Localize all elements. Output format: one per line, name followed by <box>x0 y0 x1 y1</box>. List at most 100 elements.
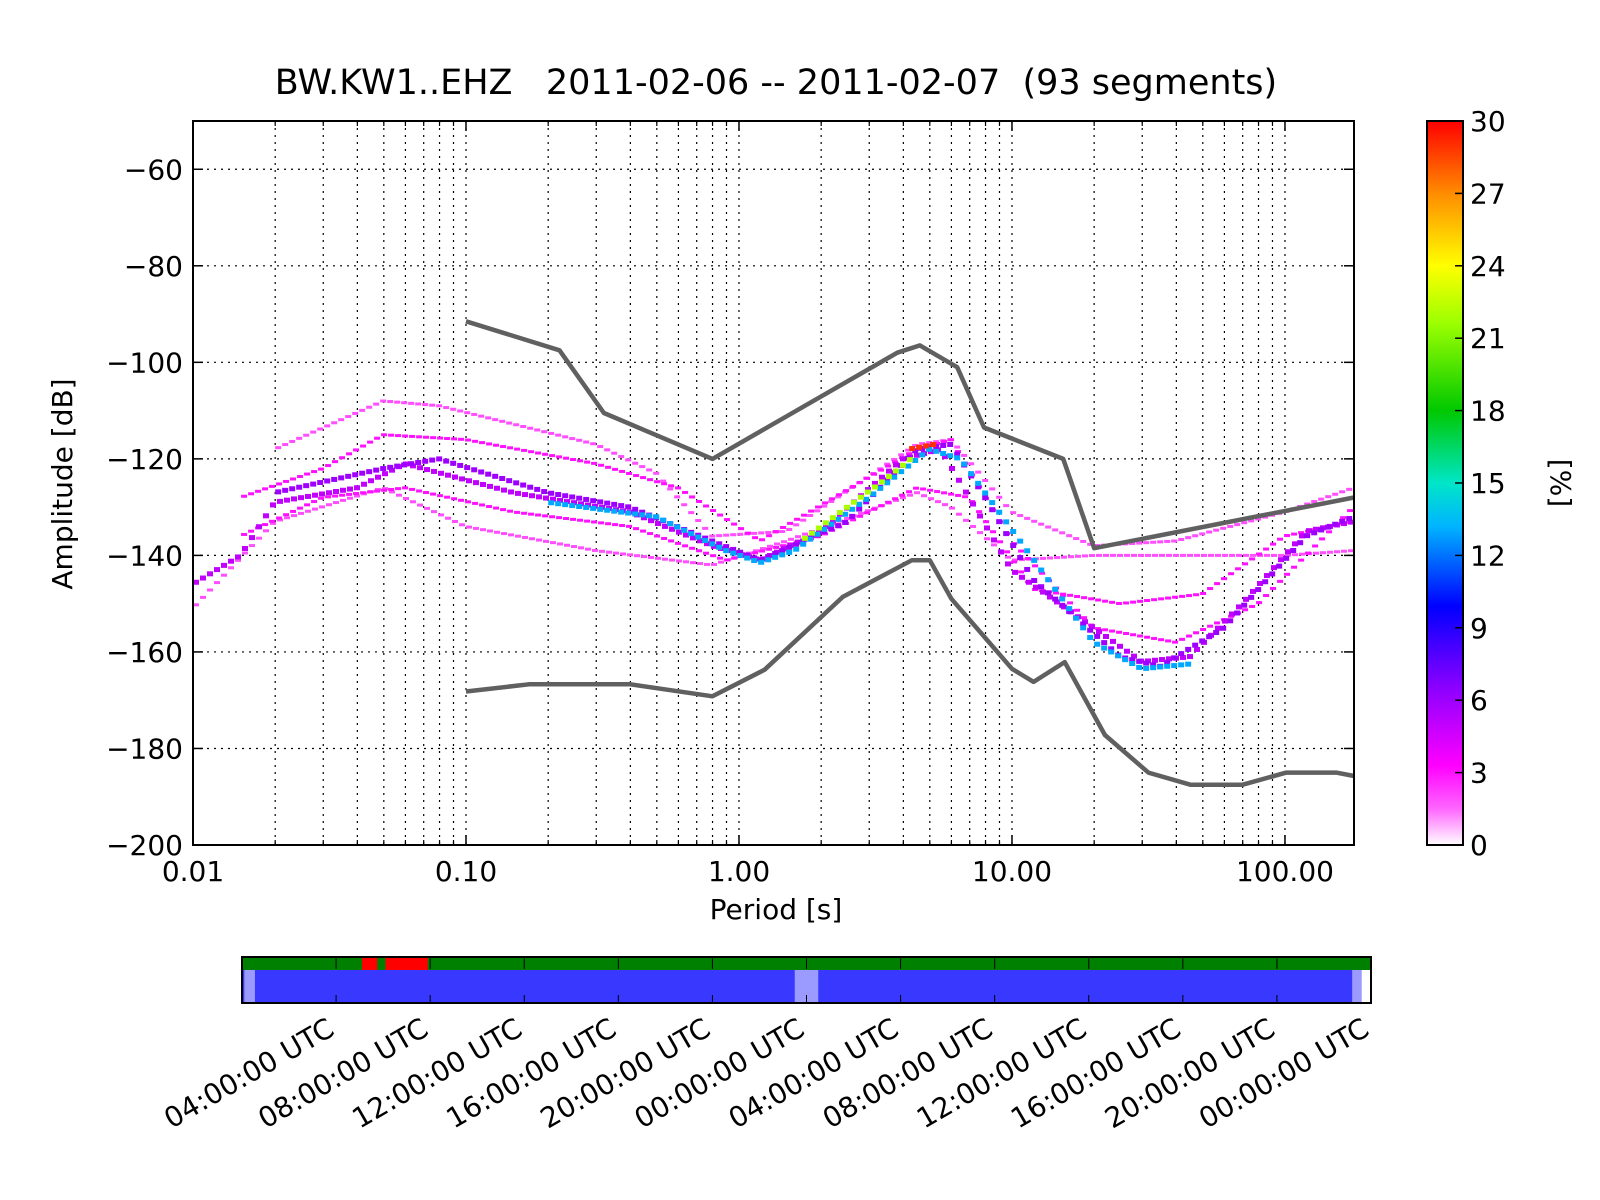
density-cell <box>1116 630 1123 634</box>
x-tick-label: 0.10 <box>435 855 497 888</box>
density-cell <box>1298 531 1305 535</box>
density-cell <box>1024 548 1031 554</box>
density-cell <box>1103 633 1109 639</box>
density-cell <box>507 509 514 513</box>
density-cell <box>662 557 668 561</box>
density-cell <box>457 462 464 468</box>
density-cell <box>417 503 423 507</box>
density-cell <box>619 523 626 527</box>
density-cell <box>339 456 346 460</box>
density-cell <box>438 513 444 517</box>
density-cell <box>863 499 870 505</box>
density-cell <box>1171 663 1178 669</box>
density-cell <box>548 431 555 435</box>
density-cell <box>716 534 723 538</box>
density-cell <box>961 453 968 457</box>
density-cell <box>850 485 857 489</box>
density-cell <box>935 500 941 504</box>
density-cell <box>401 401 408 405</box>
density-cell <box>975 470 982 474</box>
density-cell <box>255 489 262 493</box>
density-cell <box>877 485 884 491</box>
density-cell <box>668 539 675 543</box>
density-cell <box>753 549 759 553</box>
density-cell <box>1241 602 1248 608</box>
density-cell <box>667 521 674 527</box>
density-histogram <box>193 399 1354 671</box>
density-cell <box>1348 549 1354 553</box>
density-cell <box>885 474 892 480</box>
density-cell <box>800 541 807 547</box>
density-cell <box>408 401 415 405</box>
density-cell <box>493 506 500 510</box>
density-cell <box>487 529 493 533</box>
density-cell <box>590 505 597 511</box>
density-cell <box>1164 659 1171 665</box>
density-cell <box>1165 596 1172 600</box>
density-cell <box>557 497 563 503</box>
density-cell <box>437 494 444 498</box>
density-cell <box>304 472 311 476</box>
density-cell <box>501 487 507 493</box>
density-cell <box>1130 600 1137 604</box>
density-cell <box>968 462 975 466</box>
density-cell <box>479 503 486 507</box>
density-cell <box>1124 648 1130 654</box>
density-cell <box>1108 646 1115 652</box>
density-cell <box>521 448 528 452</box>
density-cell <box>1347 509 1354 513</box>
density-cell <box>423 435 430 439</box>
density-cell <box>954 451 961 457</box>
psd-segment-overlap <box>1352 970 1362 1003</box>
density-cell <box>1074 595 1081 599</box>
density-cell <box>1017 554 1024 560</box>
density-cell <box>1089 624 1095 630</box>
density-cell <box>982 490 989 496</box>
density-cell <box>885 464 892 468</box>
density-cell <box>543 495 549 501</box>
y-tick-label: −160 <box>106 636 183 669</box>
density-cell <box>808 530 815 536</box>
density-cell <box>647 478 654 482</box>
density-cell <box>443 458 450 464</box>
density-cell <box>283 479 290 483</box>
density-cell <box>1263 594 1270 598</box>
density-cell <box>207 588 213 592</box>
y-tick-label: −100 <box>106 346 183 379</box>
density-cell <box>583 504 590 510</box>
density-cell <box>774 542 780 546</box>
data-gap-mark <box>361 957 378 970</box>
density-cell <box>1200 627 1207 631</box>
density-cell <box>772 554 779 560</box>
density-cell <box>913 486 920 490</box>
density-cell <box>499 476 506 482</box>
density-cell <box>346 492 353 496</box>
density-cell <box>1087 634 1094 640</box>
density-cell <box>492 418 499 422</box>
density-cell <box>1088 597 1095 601</box>
density-cell <box>909 446 916 452</box>
density-cell <box>1157 664 1164 670</box>
density-cell <box>1166 553 1172 557</box>
density-cell <box>634 554 640 558</box>
density-cell <box>1074 608 1081 612</box>
density-cell <box>717 556 724 560</box>
colorbar-tick-label: 24 <box>1470 250 1506 283</box>
density-cell <box>388 487 395 491</box>
density-cell <box>669 558 675 562</box>
density-cell <box>661 536 668 540</box>
density-cell <box>772 551 779 557</box>
density-cell <box>905 448 912 452</box>
density-cell <box>821 526 828 532</box>
density-cell <box>759 538 766 542</box>
density-cell <box>842 490 849 494</box>
density-cell <box>1136 541 1143 545</box>
density-cell <box>592 548 598 552</box>
density-cell <box>1101 640 1108 646</box>
density-cell <box>604 507 611 513</box>
density-cell <box>1010 543 1017 549</box>
density-cell <box>849 513 856 519</box>
density-cell <box>619 469 626 473</box>
density-cell <box>290 509 297 513</box>
density-cell <box>1178 651 1185 657</box>
